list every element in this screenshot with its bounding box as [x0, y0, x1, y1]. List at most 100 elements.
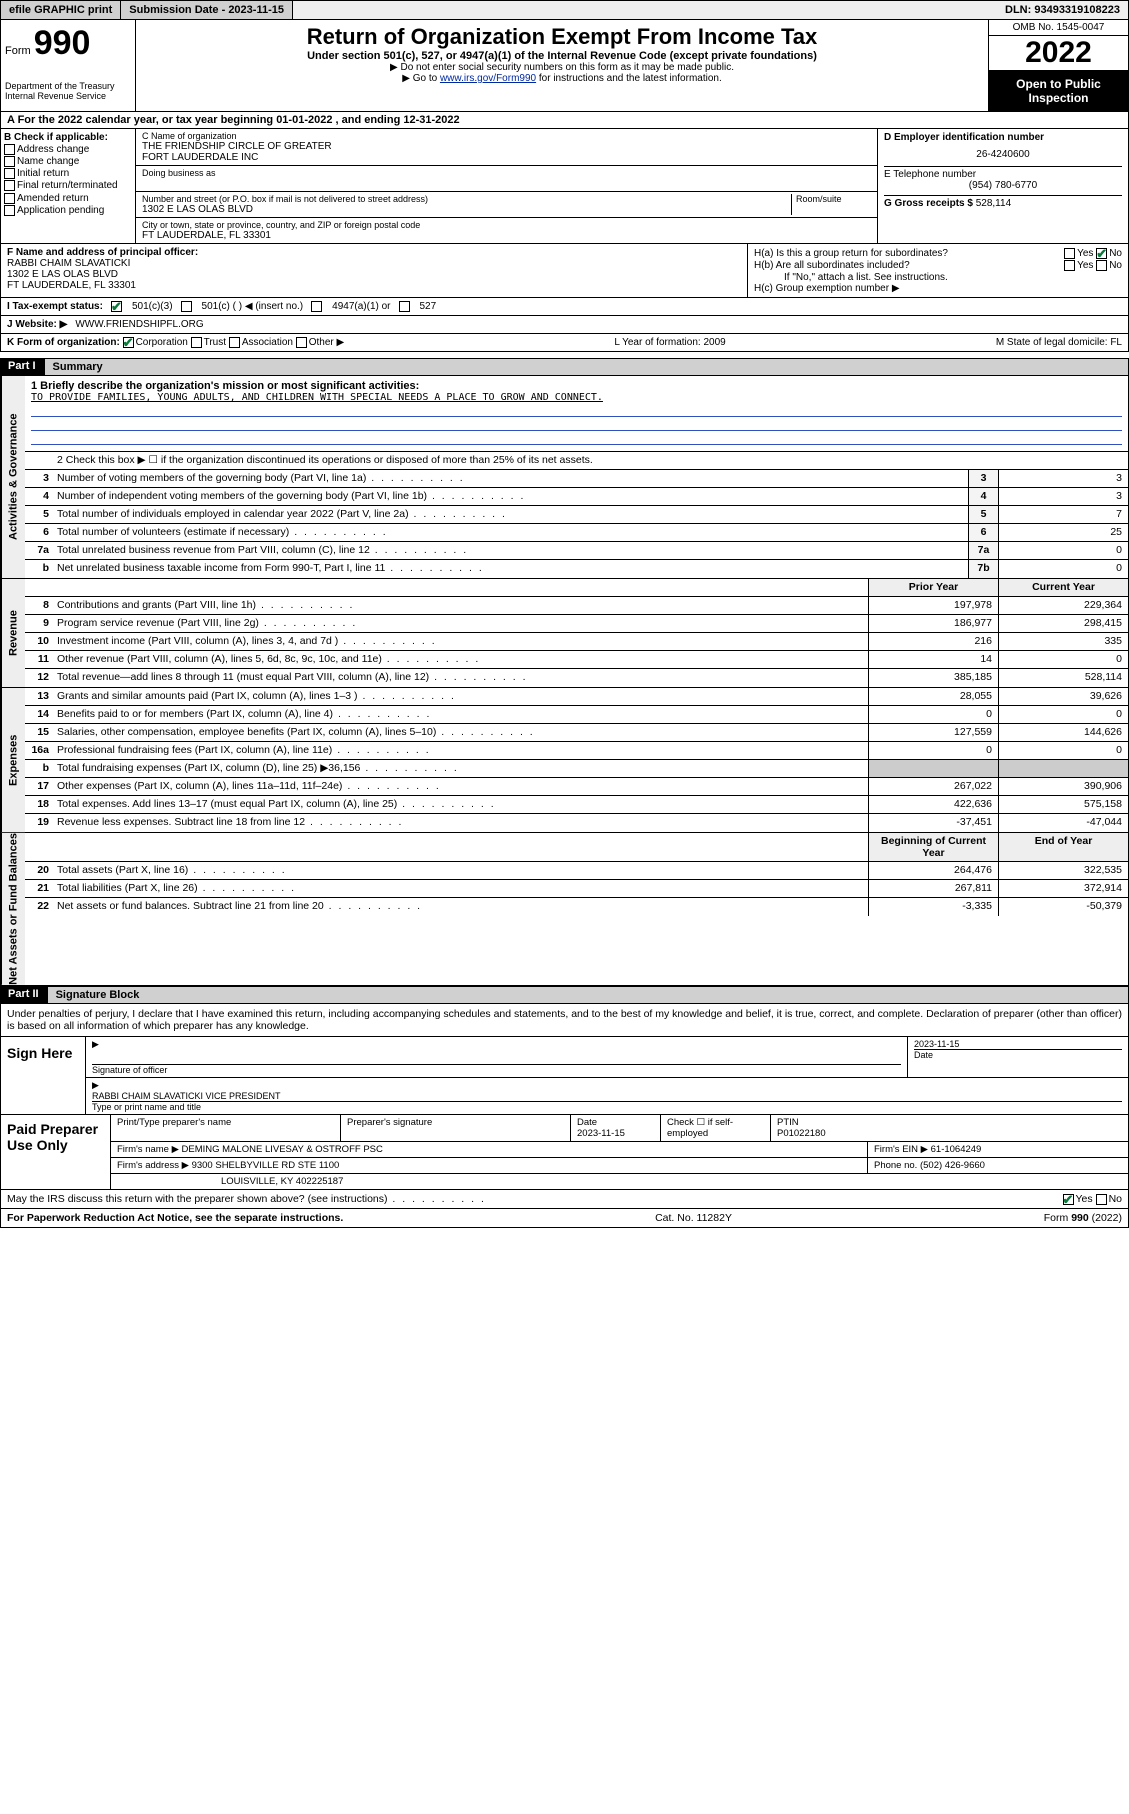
cb-association[interactable] — [229, 337, 240, 348]
room-label: Room/suite — [791, 194, 871, 215]
notice-ssn: ▶ Do not enter social security numbers o… — [140, 62, 984, 73]
prep-date-value: 2023-11-15 — [577, 1128, 625, 1139]
city-label: City or town, state or province, country… — [142, 220, 871, 230]
lbl-yes: Yes — [1077, 248, 1093, 259]
mission-blank-2 — [31, 419, 1122, 431]
dln: DLN: 93493319108223 — [997, 1, 1128, 19]
firm-ein: 61-1064249 — [931, 1144, 982, 1155]
cb-address-change[interactable] — [4, 144, 15, 155]
cb-trust[interactable] — [191, 337, 202, 348]
paid-preparer-label: Paid Preparer Use Only — [1, 1115, 111, 1189]
lbl-527: 527 — [420, 301, 437, 312]
lbl-no: No — [1109, 248, 1122, 259]
footer-paperwork: For Paperwork Reduction Act Notice, see … — [7, 1212, 343, 1224]
row-k-form-org: K Form of organization: Corporation Trus… — [0, 334, 1129, 352]
cb-amended-return[interactable] — [4, 193, 15, 204]
cb-other[interactable] — [296, 337, 307, 348]
j-label: J Website: ▶ — [7, 319, 67, 330]
rev-rows-line-10: 10Investment income (Part VIII, column (… — [25, 633, 1128, 651]
form-header: Form 990 Department of the Treasury Inte… — [0, 20, 1129, 112]
net-rows-line-20: 20Total assets (Part X, line 16)264,4763… — [25, 862, 1128, 880]
cb-501c3[interactable] — [111, 301, 122, 312]
cb-application-pending[interactable] — [4, 205, 15, 216]
officer-addr1: 1302 E LAS OLAS BLVD — [7, 269, 741, 280]
c-name-label: C Name of organization — [142, 131, 871, 141]
i-label: I Tax-exempt status: — [7, 301, 103, 312]
form-number: 990 — [34, 24, 91, 62]
lbl-yes-2: Yes — [1077, 260, 1093, 271]
cb-ha-yes[interactable] — [1064, 248, 1075, 259]
lbl-association: Association — [242, 337, 293, 348]
lbl-trust: Trust — [204, 337, 226, 348]
rev-rows-line-11: 11Other revenue (Part VIII, column (A), … — [25, 651, 1128, 669]
gov-line-4: 4Number of independent voting members of… — [25, 488, 1128, 506]
officer-addr2: FT LAUDERDALE, FL 33301 — [7, 280, 741, 291]
lbl-initial-return: Initial return — [17, 168, 69, 179]
lbl-final-return: Final return/terminated — [17, 181, 118, 192]
city-state-zip: FT LAUDERDALE, FL 33301 — [142, 230, 871, 241]
lbl-no-2: No — [1109, 260, 1122, 271]
cb-discuss-yes[interactable] — [1063, 1194, 1074, 1205]
cb-name-change[interactable] — [4, 156, 15, 167]
mission-blank-1 — [31, 405, 1122, 417]
tel-label: E Telephone number — [884, 169, 1122, 180]
cb-hb-yes[interactable] — [1064, 260, 1075, 271]
irs-link[interactable]: www.irs.gov/Form990 — [440, 73, 536, 84]
prep-name-label: Print/Type preparer's name — [111, 1115, 341, 1141]
row-a-tax-year: A For the 2022 calendar year, or tax yea… — [0, 112, 1129, 129]
signature-line-label: Signature of officer — [92, 1064, 901, 1075]
gross-value: 528,114 — [976, 198, 1011, 209]
sign-date: 2023-11-15 — [914, 1039, 1122, 1049]
gov-line-5: 5Total number of individuals employed in… — [25, 506, 1128, 524]
part2-title: Signature Block — [47, 986, 1129, 1004]
tel-value: (954) 780-6770 — [884, 180, 1122, 191]
firm-name-label: Firm's name ▶ — [117, 1144, 179, 1155]
tax-year: 2022 — [989, 36, 1128, 71]
dba-label: Doing business as — [142, 168, 871, 178]
notice-goto-b: for instructions and the latest informat… — [536, 73, 722, 84]
vtab-revenue: Revenue — [1, 579, 25, 687]
cb-ha-no[interactable] — [1096, 248, 1107, 259]
cb-initial-return[interactable] — [4, 168, 15, 179]
k-label: K Form of organization: — [7, 337, 120, 348]
addr-label: Number and street (or P.O. box if mail i… — [142, 194, 791, 204]
gov-line-7a: 7aTotal unrelated business revenue from … — [25, 542, 1128, 560]
footer-cat-no: Cat. No. 11282Y — [655, 1212, 732, 1224]
section-governance: Activities & Governance 1 Briefly descri… — [0, 376, 1129, 579]
net-rows-line-21: 21Total liabilities (Part X, line 26)267… — [25, 880, 1128, 898]
section-net-assets: Net Assets or Fund Balances Beginning of… — [0, 833, 1129, 986]
phone-value: (502) 426-9660 — [920, 1160, 985, 1171]
discuss-question: May the IRS discuss this return with the… — [7, 1193, 486, 1205]
efile-print-button[interactable]: efile GRAPHIC print — [1, 1, 121, 19]
form-title: Return of Organization Exempt From Incom… — [140, 24, 984, 50]
h-a-label: H(a) Is this a group return for subordin… — [754, 248, 948, 259]
cb-discuss-no[interactable] — [1096, 1194, 1107, 1205]
section-revenue: Revenue Prior YearCurrent Year 8Contribu… — [0, 579, 1129, 688]
website-value: WWW.FRIENDSHIPFL.ORG — [75, 319, 203, 330]
lbl-discuss-yes: Yes — [1076, 1193, 1093, 1205]
gov-line-6: 6Total number of volunteers (estimate if… — [25, 524, 1128, 542]
lbl-amended-return: Amended return — [17, 193, 89, 204]
mission-text: TO PROVIDE FAMILIES, YOUNG ADULTS, AND C… — [31, 392, 1122, 403]
notice-goto-a: ▶ Go to — [402, 73, 440, 84]
section-d-ein: D Employer identification number 26-4240… — [878, 129, 1128, 243]
section-b-checkboxes: B Check if applicable: Address change Na… — [1, 129, 136, 243]
section-c-org-info: C Name of organization THE FRIENDSHIP CI… — [136, 129, 878, 243]
cb-4947[interactable] — [311, 301, 322, 312]
cb-final-return[interactable] — [4, 180, 15, 191]
cb-527[interactable] — [399, 301, 410, 312]
footer-form-ref: Form 990 (2022) — [1044, 1212, 1122, 1224]
m-state-domicile: M State of legal domicile: FL — [996, 337, 1122, 348]
f-label: F Name and address of principal officer: — [7, 247, 741, 258]
cb-corporation[interactable] — [123, 337, 134, 348]
cb-hb-no[interactable] — [1096, 260, 1107, 271]
section-expenses: Expenses 13Grants and similar amounts pa… — [0, 688, 1129, 833]
form-subtitle: Under section 501(c), 527, or 4947(a)(1)… — [140, 50, 984, 62]
cb-501c[interactable] — [181, 301, 192, 312]
lbl-4947: 4947(a)(1) or — [332, 301, 390, 312]
prep-self-employed: Check ☐ if self-employed — [661, 1115, 771, 1141]
omb-number: OMB No. 1545-0047 — [989, 20, 1128, 36]
lbl-discuss-no: No — [1109, 1193, 1122, 1205]
l-year-formation: L Year of formation: 2009 — [614, 337, 725, 348]
firm-addr2: LOUISVILLE, KY 402225187 — [111, 1174, 1128, 1189]
